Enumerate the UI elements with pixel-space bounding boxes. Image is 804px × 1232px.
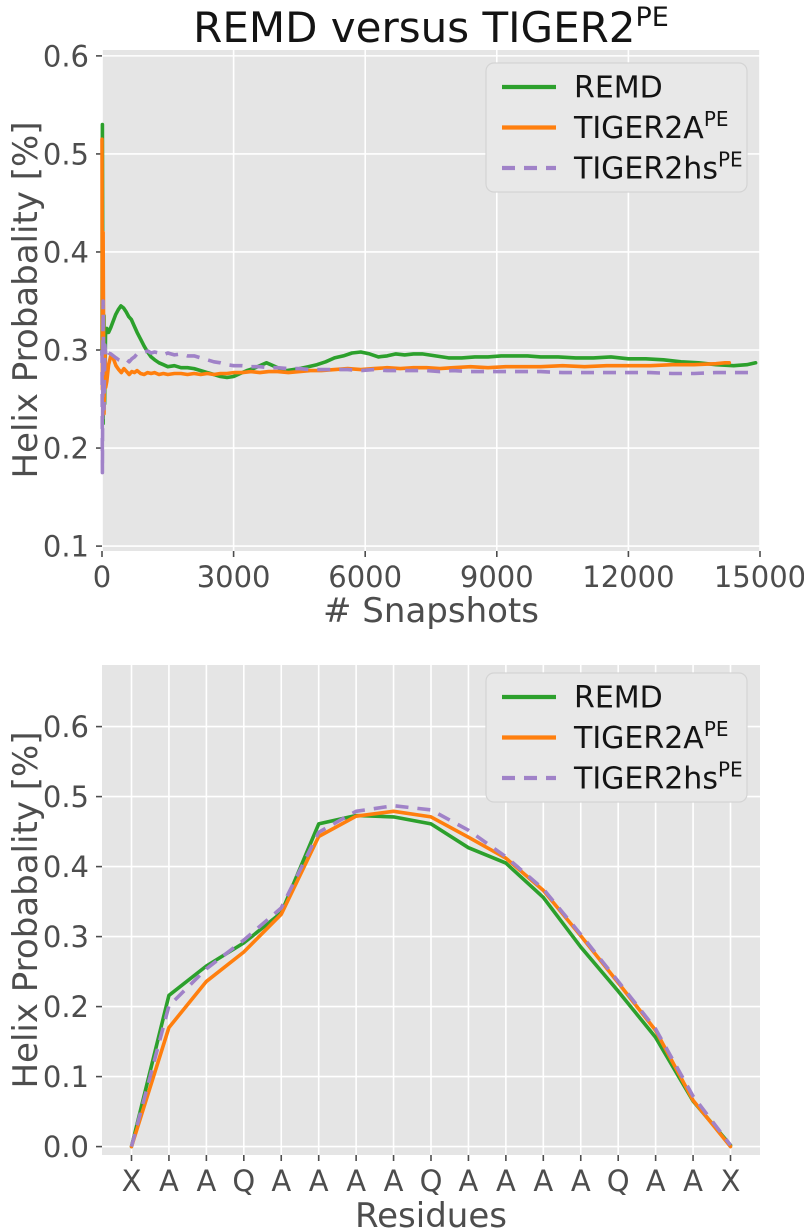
top-x-axis-label: # Snapshots (323, 591, 539, 631)
legend-label-remd: REMD (574, 71, 663, 106)
x-tick-label: 12000 (582, 560, 674, 594)
y-tick-label: 0.6 (43, 710, 89, 744)
residue-tick-label: Q (232, 1164, 255, 1198)
residue-tick-label: X (122, 1164, 142, 1198)
legend-label-remd: REMD (574, 681, 663, 716)
series-line-remd (100, 122, 758, 426)
residue-tick-label: A (159, 1164, 179, 1198)
residue-tick-label: A (496, 1164, 516, 1198)
top-y-axis-label: Helix Probabality [%] (6, 121, 46, 478)
residue-tick-label: A (309, 1164, 329, 1198)
y-tick-label: 0.3 (43, 334, 89, 368)
residue-tick-label: A (346, 1164, 366, 1198)
bottom-x-axis-label: Residues (355, 1196, 507, 1232)
residue-tick-label: A (571, 1164, 591, 1198)
y-tick-label: 0.1 (43, 1060, 89, 1094)
residue-tick-label: A (384, 1164, 404, 1198)
bottom-y-axis-label: Helix Probabality [%] (6, 731, 46, 1088)
residue-tick-label: A (646, 1164, 666, 1198)
y-tick-label: 0.2 (43, 432, 89, 466)
bottom-chart: 0.00.10.20.30.40.50.6X A A Q A A A A Q A A A A Q A A XRE… (6, 665, 760, 1232)
residue-tick-label: A (459, 1164, 479, 1198)
chart-title-main: REMD versus TIGER2 (193, 3, 635, 52)
x-tick-label: 3000 (197, 560, 271, 594)
legend-label-tiger2hs: TIGER2hsPE (573, 148, 743, 187)
residue-tick-label: A (271, 1164, 291, 1198)
y-tick-label: 0.3 (43, 920, 89, 954)
series-line-tiger2hs (129, 803, 732, 1148)
residue-tick-label: Q (607, 1164, 630, 1198)
residue-tick-label: A (683, 1164, 703, 1198)
y-tick-label: 0.5 (43, 137, 89, 171)
residue-tick-label: A (533, 1164, 553, 1198)
x-tick-label: 6000 (328, 560, 402, 594)
x-tick-label: 9000 (460, 560, 534, 594)
series-line-tiger2a (100, 137, 732, 416)
chart-title-superscript: PE (636, 2, 669, 33)
legend-label-tiger2hs: TIGER2hsPE (573, 758, 743, 797)
residue-tick-label: Q (420, 1164, 443, 1198)
legend-label-tiger2a: TIGER2APE (573, 107, 729, 146)
y-tick-label: 0.2 (43, 990, 89, 1024)
residue-tick-label: X (721, 1164, 741, 1198)
chart-title: REMD versus TIGER2PE (193, 2, 669, 52)
residue-tick-label: A (196, 1164, 216, 1198)
y-tick-label: 0.4 (43, 235, 89, 269)
top-chart: 0.1 0.2 0.3 0.4 0.5 0.6 0 3000 6000 9000 12000 1500… (6, 2, 804, 631)
y-tick-label: 0.1 (43, 530, 89, 564)
legend-box (485, 672, 748, 803)
y-tick-label: 0.0 (43, 1130, 89, 1164)
x-tick-label: 15000 (714, 560, 804, 594)
y-tick-label: 0.5 (43, 780, 89, 814)
y-tick-label: 0.4 (43, 850, 89, 884)
y-tick-label: 0.6 (43, 39, 89, 73)
x-tick-label: 0 (93, 560, 111, 594)
legend-label-tiger2a: TIGER2APE (573, 717, 729, 756)
legend-box (485, 62, 748, 193)
